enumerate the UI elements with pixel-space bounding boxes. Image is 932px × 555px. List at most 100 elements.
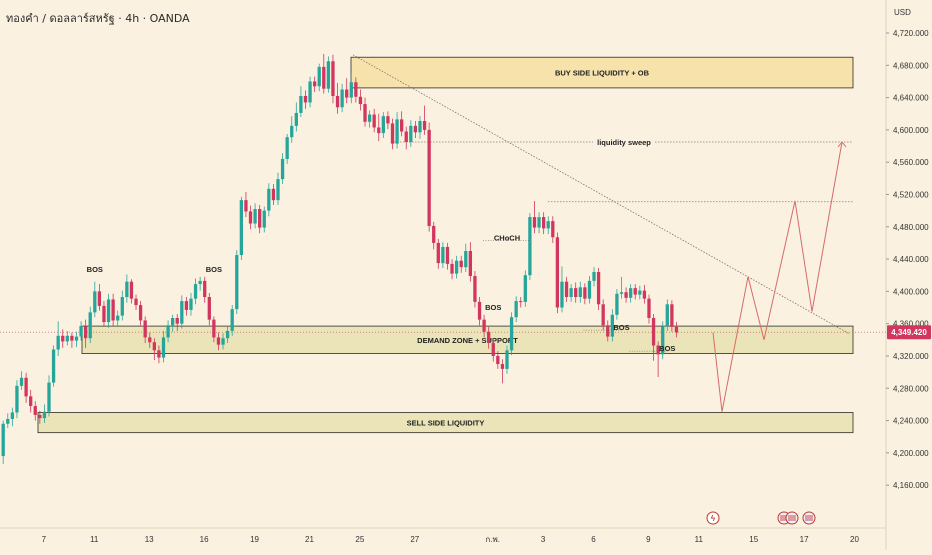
candle-body [335,95,340,108]
y-tick-label: 4,480.000 [893,223,929,232]
candle-body [88,312,92,339]
candle-body [578,287,582,298]
candle-body [65,335,69,342]
candle-body [38,414,42,419]
candle-body [47,382,51,412]
candle-body [189,298,193,310]
candle-body [120,297,124,316]
candle-body [642,290,647,299]
candle-body [500,364,505,369]
candle-body [106,299,111,323]
y-tick-label: 4,440.000 [893,255,929,264]
x-tick-label: 6 [591,535,596,544]
candle-body [674,326,679,333]
candle-body [505,350,509,369]
candle-body [97,291,102,306]
y-tick-label: 4,200.000 [893,449,929,458]
candle-body [592,271,596,281]
x-tick-label: 13 [145,535,154,544]
candle-body [555,237,560,308]
candle-body [454,260,459,274]
y-tick-label: 4,560.000 [893,158,929,167]
x-tick-label: 15 [749,535,758,544]
candle-body [537,217,541,228]
candle-body [83,326,88,339]
candle-body [51,349,56,383]
level-label-bg [593,136,655,147]
candle-body [418,121,422,133]
candle-body [587,280,592,299]
sell-side-liquidity-zone [37,412,854,434]
candle-body [390,123,395,144]
candle-body [532,217,537,228]
candle-body [157,350,161,358]
candle-body [514,301,518,318]
y-tick-label: 4,360.000 [893,320,929,329]
candle-body [427,129,431,226]
candle-body [152,342,156,351]
candle-body [203,280,207,298]
candle-body [651,318,656,346]
candle-body [326,61,331,89]
candle-body [24,377,28,397]
candle-body [125,281,129,298]
candle-body [253,209,257,224]
candle-body [271,188,276,201]
candle-body [19,377,24,386]
y-tick-label: 4,720.000 [893,29,929,38]
candle-body [79,326,83,337]
candle-body [33,406,37,415]
candle-body [473,276,477,302]
bos-label: BOS [87,265,103,274]
candle-body [134,298,138,306]
candle-body [377,127,381,134]
candle-body [303,95,308,103]
lightning-icon[interactable] [706,511,720,525]
x-tick-label: ก.พ. [485,535,500,544]
candle-body [258,209,262,228]
y-tick-label: 4,160.000 [893,481,929,490]
candle-body [459,260,463,268]
y-tick-label: 4,400.000 [893,287,929,296]
candle-body [61,335,65,342]
candle-body [193,284,198,299]
candle-body [610,314,614,337]
candle-body [6,418,10,424]
price-axis-panel [886,0,932,550]
candle-body [661,326,665,355]
candle-body [468,251,473,277]
candle-body [367,114,372,122]
current-price-value: 4,349.420 [891,328,927,337]
current-price-tag[interactable] [887,325,931,340]
candle-body [569,288,573,298]
candle-body [404,131,408,142]
candle-body [248,211,253,224]
candle-body [239,200,244,256]
candle-body [267,188,271,211]
candle-body [633,288,637,295]
x-tick-label: 9 [646,535,651,544]
bos-label: BOS [485,303,501,312]
candle-body [523,275,527,302]
candle-body [198,280,202,285]
candle-body [441,246,445,264]
candle-body [546,221,550,229]
candle-body [624,292,628,298]
candle-body [601,304,605,326]
candle-body [541,217,546,229]
bos-label: BOS [659,344,675,353]
projection-arrowhead [837,141,847,148]
candle-body [665,304,669,327]
candle-body [42,411,47,419]
candle-body [308,81,312,103]
lightning-icon-glyph: ϟ [711,514,716,523]
candle-body [386,116,390,124]
candle-body [340,89,344,108]
candle-body [464,251,468,268]
candle-body [276,179,280,201]
candle-body [629,288,633,298]
candle-body [1,423,5,457]
candle-body [244,200,248,212]
